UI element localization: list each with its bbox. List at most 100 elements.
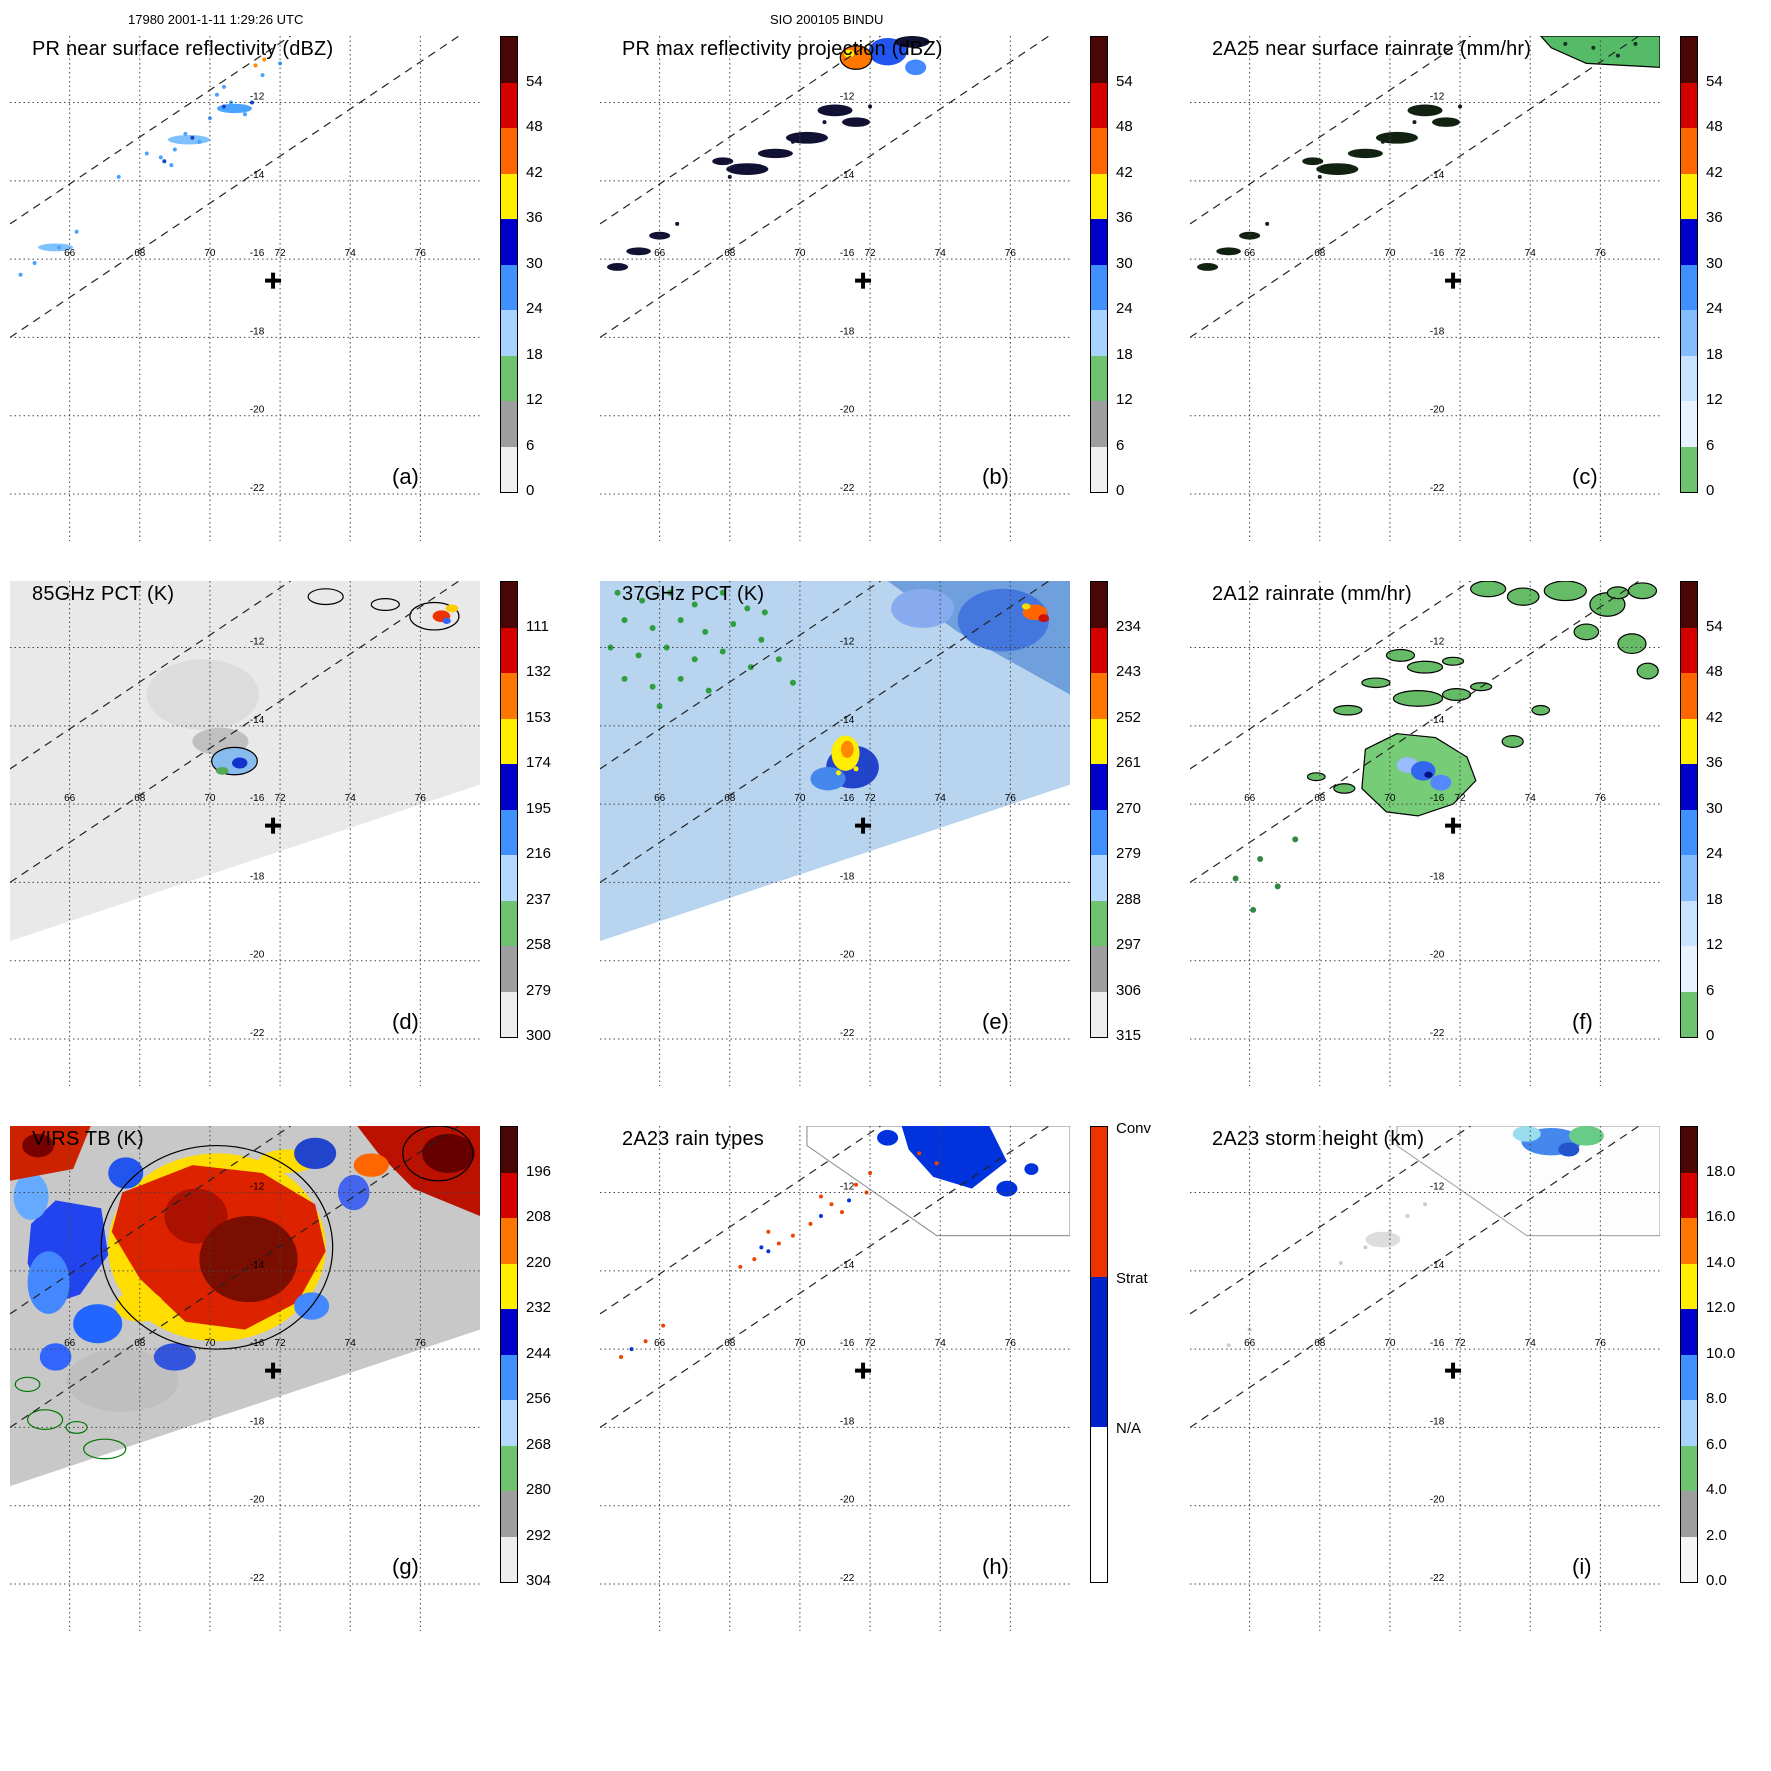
latitude-tick-label: -18 <box>1430 326 1445 337</box>
data-feature <box>353 1153 389 1177</box>
colorbar-segment <box>501 82 517 128</box>
data-feature <box>83 1438 127 1460</box>
longitude-tick-label: 72 <box>1455 248 1467 259</box>
map-canvas-f: 66 68 70 72 74 76 -12 -14 -16 -18 -20 -22 <box>1190 581 1660 1086</box>
data-speckle <box>868 104 873 109</box>
latitude-tick-label: -20 <box>250 950 265 961</box>
data-feature <box>1406 660 1444 674</box>
longitude-tick-label: 70 <box>204 1338 216 1349</box>
colorbar-tick-label: 111 <box>526 617 549 635</box>
data-feature <box>1392 690 1444 707</box>
data-feature <box>894 36 930 48</box>
longitude-tick-label: 74 <box>935 1338 947 1349</box>
longitude-tick-label: 66 <box>64 1338 76 1349</box>
data-speckle <box>1338 1261 1343 1266</box>
data-speckle <box>250 100 255 105</box>
data-speckle <box>656 703 663 710</box>
colorbar-segment <box>1091 446 1107 492</box>
swath-edge-line <box>10 1126 460 1428</box>
data-speckle <box>677 617 684 624</box>
data-feature <box>66 1349 179 1412</box>
data-feature <box>1024 1163 1039 1175</box>
colorbar-segment <box>1681 264 1697 310</box>
colorbar-segment <box>1681 446 1697 492</box>
data-feature <box>1430 774 1452 791</box>
data-speckle <box>752 1257 757 1262</box>
panel-title: 2A23 storm height (km) <box>1212 1128 1425 1150</box>
data-speckle <box>1423 1202 1427 1207</box>
longitude-tick-label: 72 <box>1455 1338 1467 1349</box>
colorbar <box>1090 1126 1108 1583</box>
data-feature <box>1636 662 1659 680</box>
colorbar-segment <box>1681 582 1697 628</box>
longitude-tick-label: 72 <box>865 793 877 804</box>
panel-title: 2A25 near surface rainrate (mm/hr) <box>1212 38 1532 60</box>
data-feature <box>1432 117 1461 127</box>
panel-d: 66 68 70 72 74 76 -12 -14 -16 -18 -20 -22 85GHz PCT… <box>2 575 592 1120</box>
colorbar-tick-label: 297 <box>1116 936 1142 953</box>
colorbar-tick-label: 0 <box>1116 482 1125 499</box>
map-i: 66 68 70 72 74 76 -12 -14 -16 -18 -20 -22 2A23 stor… <box>1190 1126 1660 1631</box>
data-feature <box>294 1137 337 1170</box>
data-speckle <box>818 1194 823 1199</box>
data-feature <box>1038 614 1049 623</box>
swath-edge-line <box>10 581 291 770</box>
colorbar-tick-label: 279 <box>1116 845 1142 862</box>
colorbar-labels: 54 48 42 36 30 24 18 12 6 0 <box>1706 36 1766 500</box>
longitude-tick-label: 74 <box>935 248 947 259</box>
latitude-tick-label: -12 <box>250 92 265 103</box>
colorbar-tick-label: 0 <box>526 482 535 499</box>
latitude-tick-label: -16 <box>840 248 855 259</box>
swath-edge-line <box>10 581 460 883</box>
colorbar-segment <box>501 1172 517 1218</box>
longitude-tick-label: 76 <box>1005 793 1017 804</box>
colorbar-tick-label: 268 <box>526 1435 552 1453</box>
colorbar-segment <box>1681 1127 1697 1173</box>
latitude-tick-label: -18 <box>840 1416 855 1427</box>
latitude-tick-label: -12 <box>840 1182 855 1193</box>
data-feature <box>442 617 451 625</box>
colorbar-tick-label: 220 <box>526 1253 552 1271</box>
data-speckle <box>1257 855 1264 862</box>
longitude-tick-label: 66 <box>1244 248 1256 259</box>
swath-edge-line <box>600 36 881 225</box>
latitude-tick-label: -16 <box>1430 248 1445 259</box>
colorbar-labels: 196 208 220 232 244 256 268 280 292 304 <box>526 1126 586 1590</box>
data-speckle <box>1274 883 1281 890</box>
panel-a: 66 68 70 72 74 76 -12 -14 -16 -18 -20 -22 PR near s… <box>2 30 592 575</box>
data-speckle <box>667 589 674 596</box>
storm-id-label: SIO 200105 BINDU <box>770 12 884 27</box>
colorbar-segment <box>501 128 517 174</box>
data-feature <box>422 1133 475 1173</box>
data-feature <box>785 131 828 144</box>
data-speckle <box>702 628 709 635</box>
data-feature <box>1197 263 1219 271</box>
data-feature <box>901 1126 1007 1189</box>
orbit-timestamp-label: 17980 2001-1-11 1:29:26 UTC <box>128 12 304 27</box>
colorbar-segment <box>1681 1445 1697 1491</box>
latitude-tick-label: -12 <box>1430 637 1445 648</box>
data-speckle <box>221 84 226 89</box>
colorbar-tick-label: 30 <box>1116 254 1133 272</box>
data-feature <box>1441 656 1465 666</box>
colorbar-segment <box>1681 673 1697 719</box>
data-feature <box>215 766 229 775</box>
colorbar-segment <box>1091 82 1107 128</box>
data-speckle <box>1363 1245 1368 1250</box>
data-feature <box>957 588 1049 652</box>
colorbar-segment <box>501 855 517 901</box>
swath-edge-line <box>1190 581 1471 770</box>
longitude-tick-label: 66 <box>654 248 666 259</box>
colorbar-segment <box>501 1309 517 1355</box>
map-canvas-c: 66 68 70 72 74 76 -12 -14 -16 -18 -20 -22 <box>1190 36 1660 541</box>
data-feature <box>1361 677 1391 689</box>
data-feature <box>1316 163 1359 175</box>
colorbar-tick-label: 243 <box>1116 663 1142 680</box>
data-speckle <box>818 1214 823 1219</box>
colorbar-tick-label: 0.0 <box>1706 1572 1727 1589</box>
data-feature <box>1441 688 1472 701</box>
data-feature <box>13 1172 49 1220</box>
data-speckle <box>190 135 195 140</box>
data-speckle <box>172 147 177 152</box>
colorbar-segment <box>1681 627 1697 673</box>
